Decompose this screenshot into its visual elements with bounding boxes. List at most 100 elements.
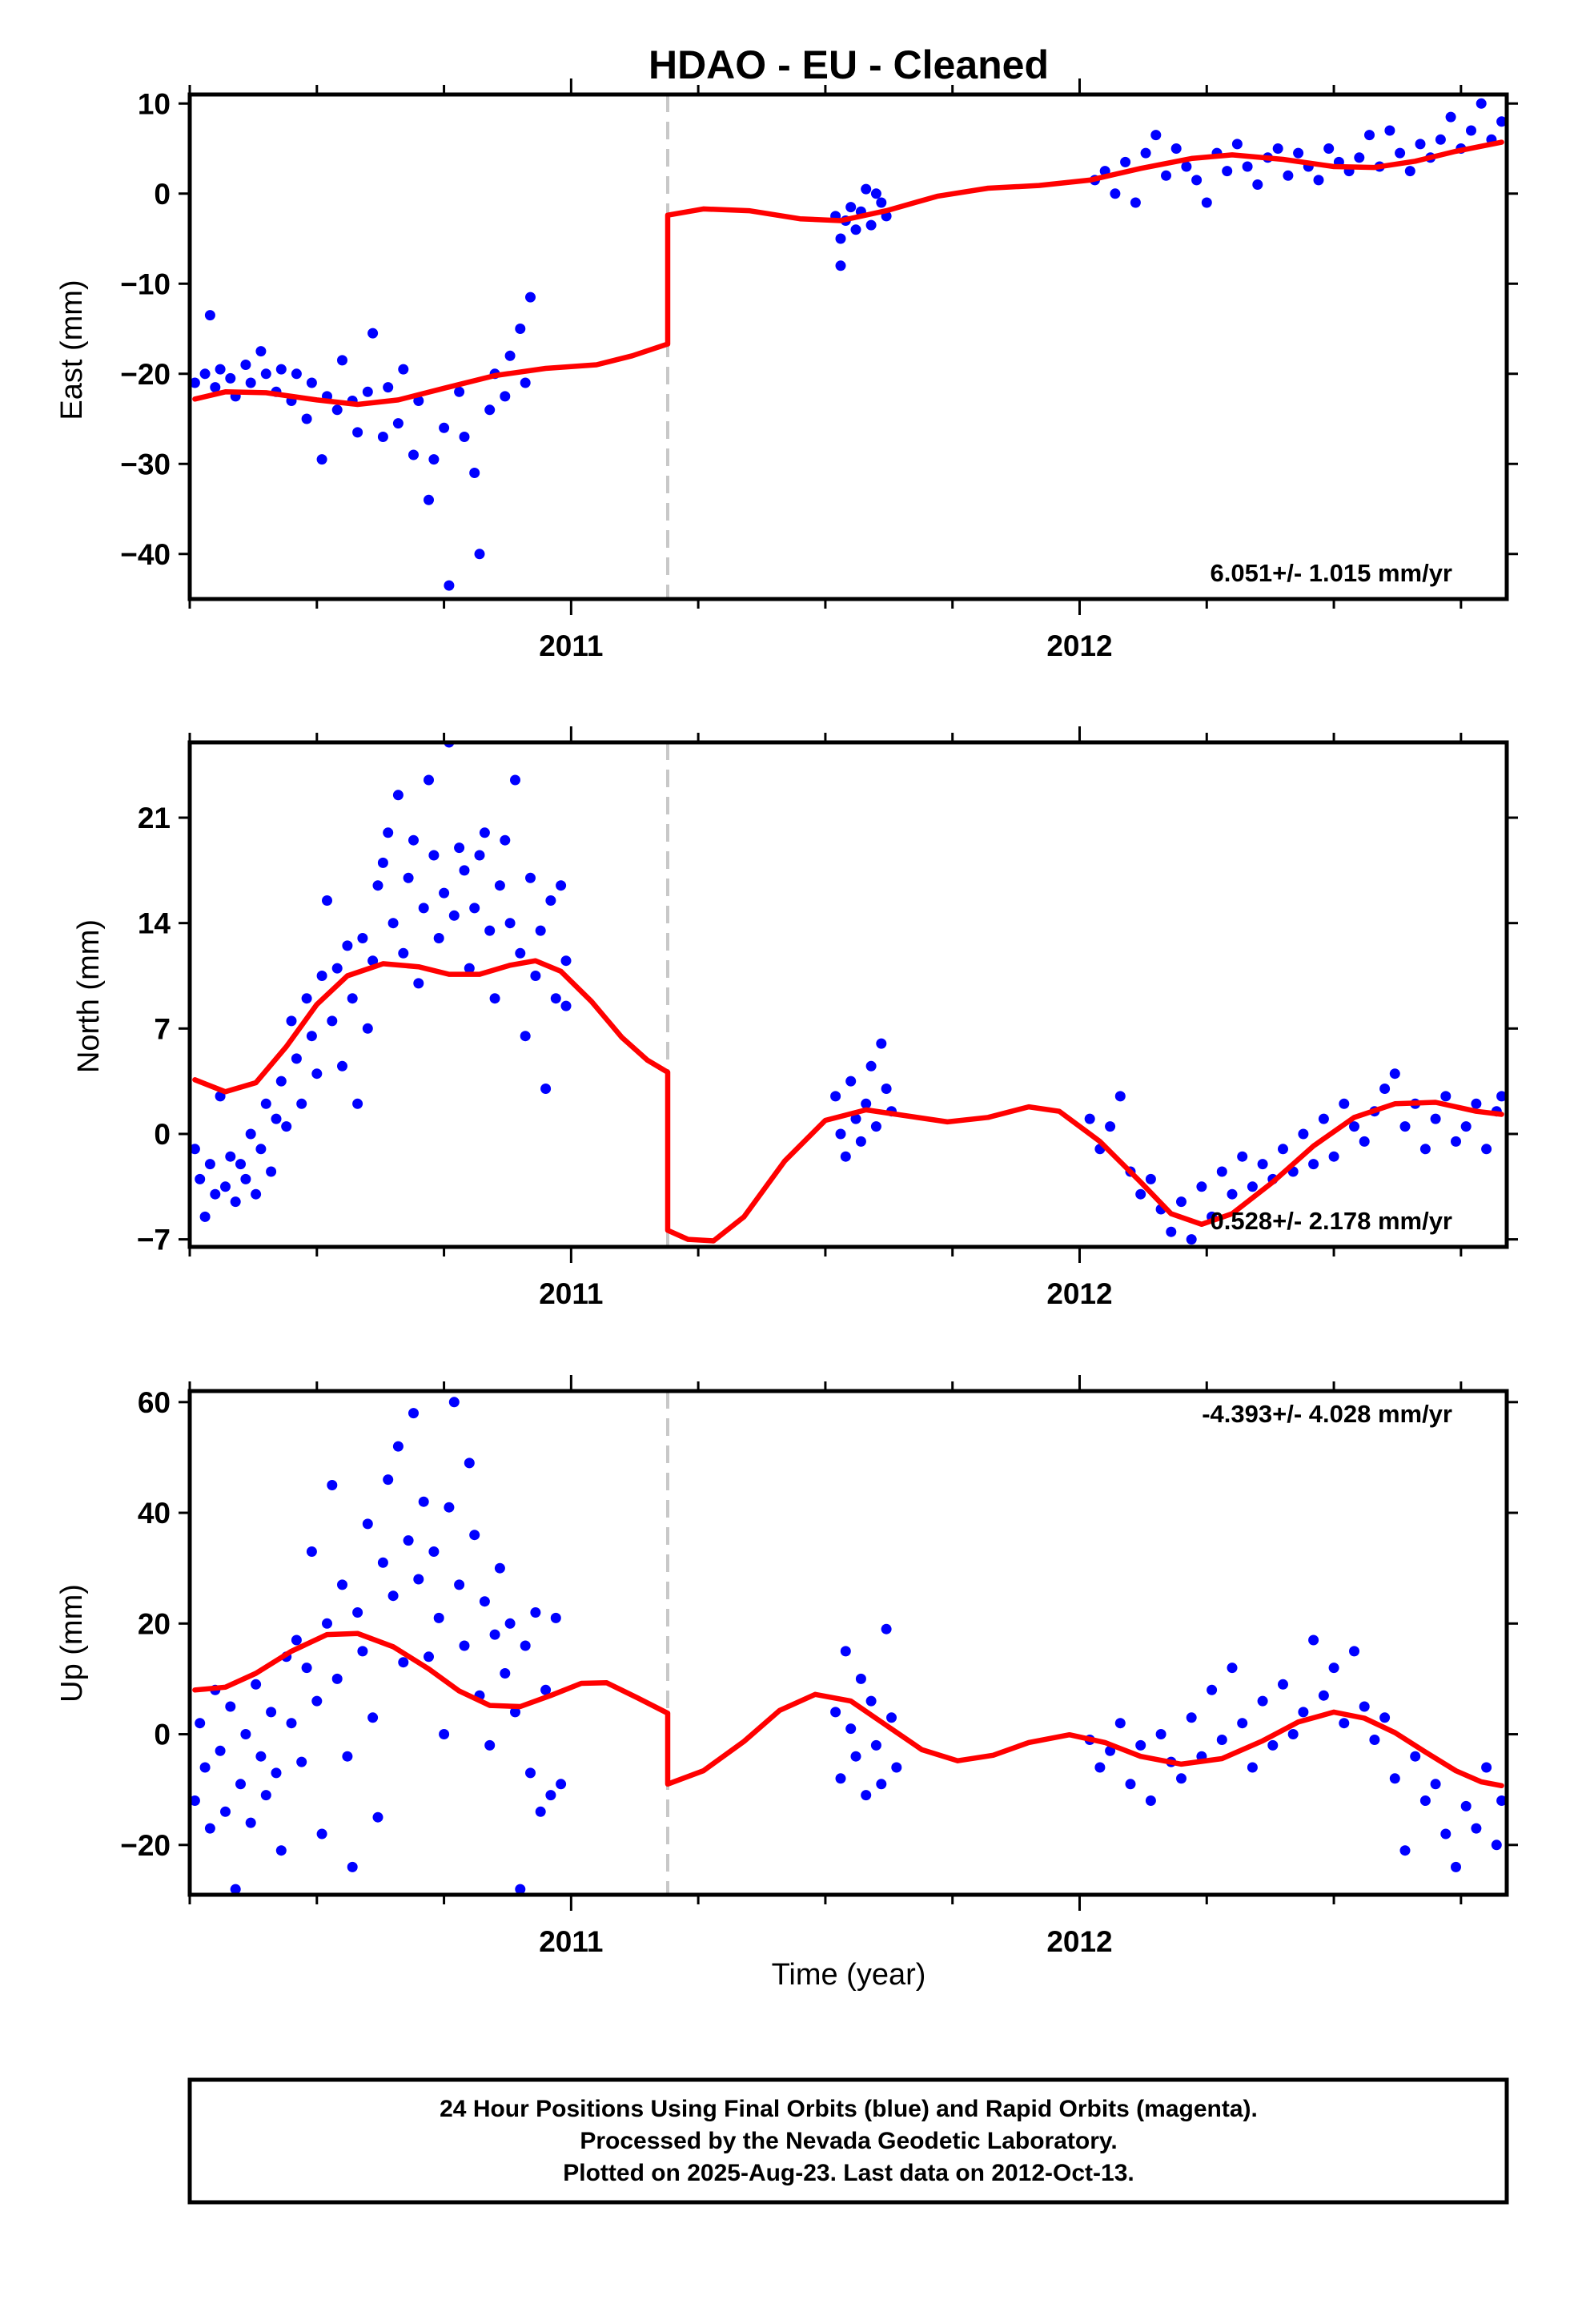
up-data-point (525, 1767, 536, 1779)
up-ytick-label: −20 (120, 1829, 171, 1862)
north-data-point (500, 834, 511, 846)
east-data-point (1110, 188, 1121, 199)
up-data-point (1339, 1718, 1350, 1729)
north-ytick-label: 0 (154, 1118, 171, 1151)
up-plot-area (190, 1391, 1507, 1895)
east-data-point (215, 364, 226, 375)
east-data-point (331, 404, 343, 416)
up-data-point (1399, 1845, 1411, 1856)
up-data-point (1298, 1707, 1309, 1718)
north-data-point (876, 1038, 887, 1049)
north-data-point (204, 1159, 215, 1170)
north-data-point (1186, 1234, 1197, 1245)
north-data-point (275, 1076, 287, 1087)
north-data-point (215, 1091, 226, 1102)
north-data-point (357, 933, 368, 943)
up-data-point (840, 1646, 851, 1657)
up-data-point (413, 1574, 424, 1585)
north-data-point (342, 940, 353, 951)
east-data-point (459, 432, 470, 442)
up-data-point (1278, 1679, 1288, 1690)
up-data-point (484, 1739, 496, 1751)
east-data-point (1170, 143, 1182, 154)
east-data-point (408, 449, 419, 460)
footer-line-1: 24 Hour Positions Using Final Orbits (bl… (440, 2096, 1258, 2122)
north-data-point (398, 947, 409, 959)
up-data-point (260, 1790, 271, 1801)
up-data-point (448, 1397, 460, 1408)
up-data-point (275, 1845, 287, 1856)
east-data-point (1435, 134, 1446, 145)
east-data-point (260, 368, 271, 380)
north-data-point (830, 1091, 841, 1102)
up-data-point (398, 1657, 409, 1668)
north-xtick-label: 2012 (1046, 1277, 1112, 1310)
up-rate-label: -4.393+/- 4.028 mm/yr (1202, 1400, 1452, 1428)
north-data-point (1399, 1121, 1411, 1132)
up-data-point (362, 1518, 373, 1530)
up-data-point (861, 1790, 872, 1801)
east-data-point (1222, 166, 1233, 177)
up-data-point (1207, 1684, 1218, 1695)
north-data-point (1379, 1084, 1391, 1094)
north-data-point (377, 857, 388, 868)
up-data-point (331, 1673, 343, 1684)
east-data-point (1293, 147, 1304, 159)
up-data-point (1369, 1735, 1380, 1745)
east-data-point (398, 364, 409, 375)
north-data-point (464, 963, 475, 974)
up-data-point (199, 1762, 211, 1773)
north-data-point (545, 895, 556, 906)
up-data-point (1451, 1861, 1461, 1872)
up-data-point (850, 1751, 861, 1762)
up-ytick-label: 0 (154, 1719, 171, 1751)
north-data-point (362, 1023, 373, 1034)
up-data-point (500, 1668, 511, 1679)
up-data-point (271, 1767, 282, 1779)
up-data-point (1308, 1634, 1319, 1646)
north-ytick-label: 21 (138, 802, 171, 834)
east-data-point (1201, 197, 1212, 208)
north-data-point (861, 1098, 872, 1109)
north-data-point (870, 1121, 881, 1132)
chart-title: HDAO - EU - Cleaned (648, 42, 1049, 87)
up-data-point (245, 1817, 256, 1828)
east-ytick-label: 0 (154, 178, 171, 211)
up-data-point (387, 1590, 399, 1602)
north-data-point (301, 993, 312, 1004)
up-data-point (403, 1535, 414, 1546)
footer-line-2: Processed by the Nevada Geodetic Laborat… (580, 2128, 1117, 2154)
footer-line-3: Plotted on 2025-Aug-23. Last data on 201… (563, 2160, 1134, 2186)
north-data-point (235, 1159, 246, 1170)
north-rate-label: 0.528+/- 2.178 mm/yr (1211, 1207, 1452, 1235)
north-data-point (306, 1031, 317, 1042)
north-data-point (510, 774, 520, 786)
up-data-point (1094, 1762, 1106, 1773)
up-data-point (225, 1701, 236, 1712)
north-data-point (352, 1098, 363, 1109)
up-data-point (255, 1751, 267, 1762)
east-data-point (1313, 175, 1324, 186)
up-data-point (1389, 1773, 1400, 1784)
up-data-point (215, 1745, 226, 1756)
east-data-point (1191, 175, 1203, 186)
up-data-point (342, 1751, 353, 1762)
up-data-point (337, 1579, 347, 1590)
north-data-point (1237, 1151, 1248, 1162)
up-ytick-label: 60 (138, 1386, 171, 1419)
east-data-point (835, 260, 846, 271)
north-data-point (347, 993, 358, 1004)
north-data-point (560, 955, 572, 967)
up-data-point (1359, 1701, 1370, 1712)
north-data-point (520, 1031, 531, 1042)
north-data-points (190, 742, 1507, 1245)
up-data-point (367, 1712, 379, 1723)
up-data-point (1318, 1690, 1329, 1701)
up-data-point (322, 1618, 332, 1629)
up-data-point (1257, 1695, 1268, 1707)
north-data-point (316, 971, 327, 981)
north-data-point (515, 947, 526, 959)
east-data-point (428, 454, 440, 465)
north-data-point (327, 1015, 338, 1027)
